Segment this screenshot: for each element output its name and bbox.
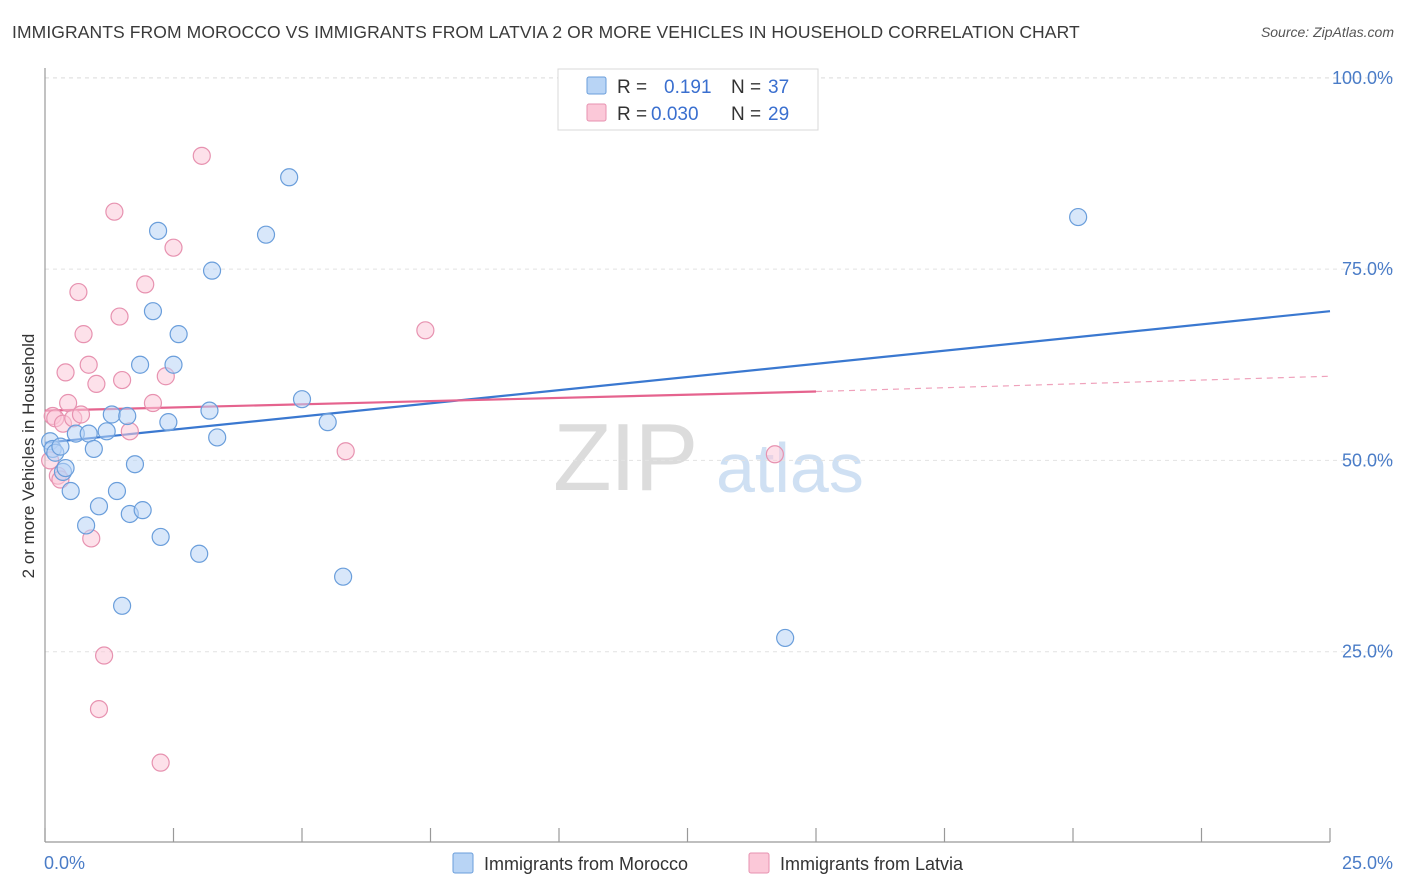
legend-r-label-latvia: R = <box>617 104 647 125</box>
legend-r-value-latvia: 0.030 <box>651 104 699 125</box>
bottom-legend: Immigrants from Morocco Immigrants from … <box>452 852 964 874</box>
point-morocco <box>318 413 337 432</box>
point-latvia <box>79 355 98 374</box>
point-morocco <box>77 516 96 535</box>
point-latvia <box>56 363 75 382</box>
y-tick-label-50: 50.0% <box>1342 450 1393 470</box>
watermark: ZIP atlas <box>553 404 864 511</box>
point-morocco <box>164 355 183 374</box>
point-latvia <box>89 699 109 719</box>
point-morocco <box>151 527 170 547</box>
point-morocco <box>79 424 98 443</box>
trend-lines <box>44 310 1331 444</box>
point-latvia <box>69 282 88 302</box>
point-latvia <box>143 393 163 413</box>
point-latvia <box>71 405 91 424</box>
point-latvia <box>336 442 355 461</box>
point-latvia <box>416 321 435 340</box>
bottom-legend-label-morocco: Immigrants from Morocco <box>484 854 688 874</box>
point-morocco <box>280 168 299 187</box>
point-latvia <box>120 422 139 441</box>
bottom-legend-label-latvia: Immigrants from Latvia <box>780 854 964 874</box>
x-tick-labels: 0.0% 25.0% <box>44 853 1393 873</box>
point-morocco <box>334 567 353 586</box>
point-morocco <box>125 455 145 474</box>
point-morocco <box>148 221 168 240</box>
x-tick-label-min: 0.0% <box>44 853 85 873</box>
point-morocco <box>56 458 75 478</box>
point-morocco <box>169 325 188 344</box>
point-latvia <box>110 307 129 326</box>
point-latvia <box>151 753 170 772</box>
point-morocco <box>200 401 219 420</box>
point-morocco <box>776 628 795 648</box>
legend-swatch-morocco <box>586 76 607 95</box>
point-latvia <box>105 202 124 221</box>
point-morocco <box>202 261 222 280</box>
point-latvia <box>164 238 183 257</box>
point-morocco <box>107 481 127 501</box>
point-morocco <box>118 406 137 426</box>
x-tick-label-max: 25.0% <box>1342 853 1393 873</box>
watermark-atlas: atlas <box>716 429 864 507</box>
point-morocco <box>112 596 132 615</box>
source-credit: Source: ZipAtlas.com <box>1260 24 1394 40</box>
chart-title: IMMIGRANTS FROM MOROCCO VS IMMIGRANTS FR… <box>12 22 1080 42</box>
point-morocco <box>190 544 209 563</box>
point-morocco <box>256 225 276 244</box>
point-latvia <box>95 646 114 665</box>
legend-n-value-morocco: 37 <box>768 77 789 98</box>
point-morocco <box>208 428 227 447</box>
legend-n-label-morocco: N = <box>731 77 761 98</box>
point-morocco <box>133 501 152 520</box>
point-latvia <box>765 445 784 464</box>
point-latvia <box>112 370 132 390</box>
point-latvia <box>192 146 211 165</box>
y-tick-label-25: 25.0% <box>1342 642 1393 662</box>
scatter-points <box>41 146 1088 772</box>
trend-line-morocco <box>44 310 1331 444</box>
point-morocco <box>143 302 163 321</box>
point-morocco <box>97 422 116 441</box>
point-latvia <box>87 374 106 393</box>
legend-n-label-latvia: N = <box>731 104 761 125</box>
legend-r-label-morocco: R = <box>617 77 647 98</box>
legend-swatch-latvia <box>586 103 607 122</box>
point-morocco <box>89 497 109 516</box>
y-tick-labels: 25.0% 50.0% 75.0% 100.0% <box>1332 68 1393 662</box>
trend-line-latvia-extension <box>815 375 1331 393</box>
point-morocco <box>61 481 80 501</box>
legend-box: R = 0.191 N = 37 R = 0.030 N = 29 <box>557 68 819 131</box>
legend-r-value-morocco: 0.191 <box>664 77 712 98</box>
bottom-legend-swatch-latvia <box>748 852 770 874</box>
point-morocco <box>292 390 312 409</box>
watermark-zip: ZIP <box>553 404 696 511</box>
point-morocco <box>130 355 150 374</box>
trend-line-latvia <box>44 390 817 412</box>
grid-lines <box>45 77 1394 653</box>
point-latvia <box>136 275 155 294</box>
point-morocco <box>102 405 121 424</box>
y-axis-label: 2 or more Vehicles in Household <box>19 334 38 579</box>
point-latvia <box>74 325 93 344</box>
bottom-legend-swatch-morocco <box>452 852 474 874</box>
legend-n-value-latvia: 29 <box>768 104 789 125</box>
point-morocco <box>159 413 178 432</box>
y-tick-label-100: 100.0% <box>1332 68 1393 88</box>
point-morocco <box>1069 207 1088 227</box>
point-morocco <box>51 437 70 456</box>
point-morocco <box>84 439 103 459</box>
y-tick-label-75: 75.0% <box>1342 259 1393 279</box>
